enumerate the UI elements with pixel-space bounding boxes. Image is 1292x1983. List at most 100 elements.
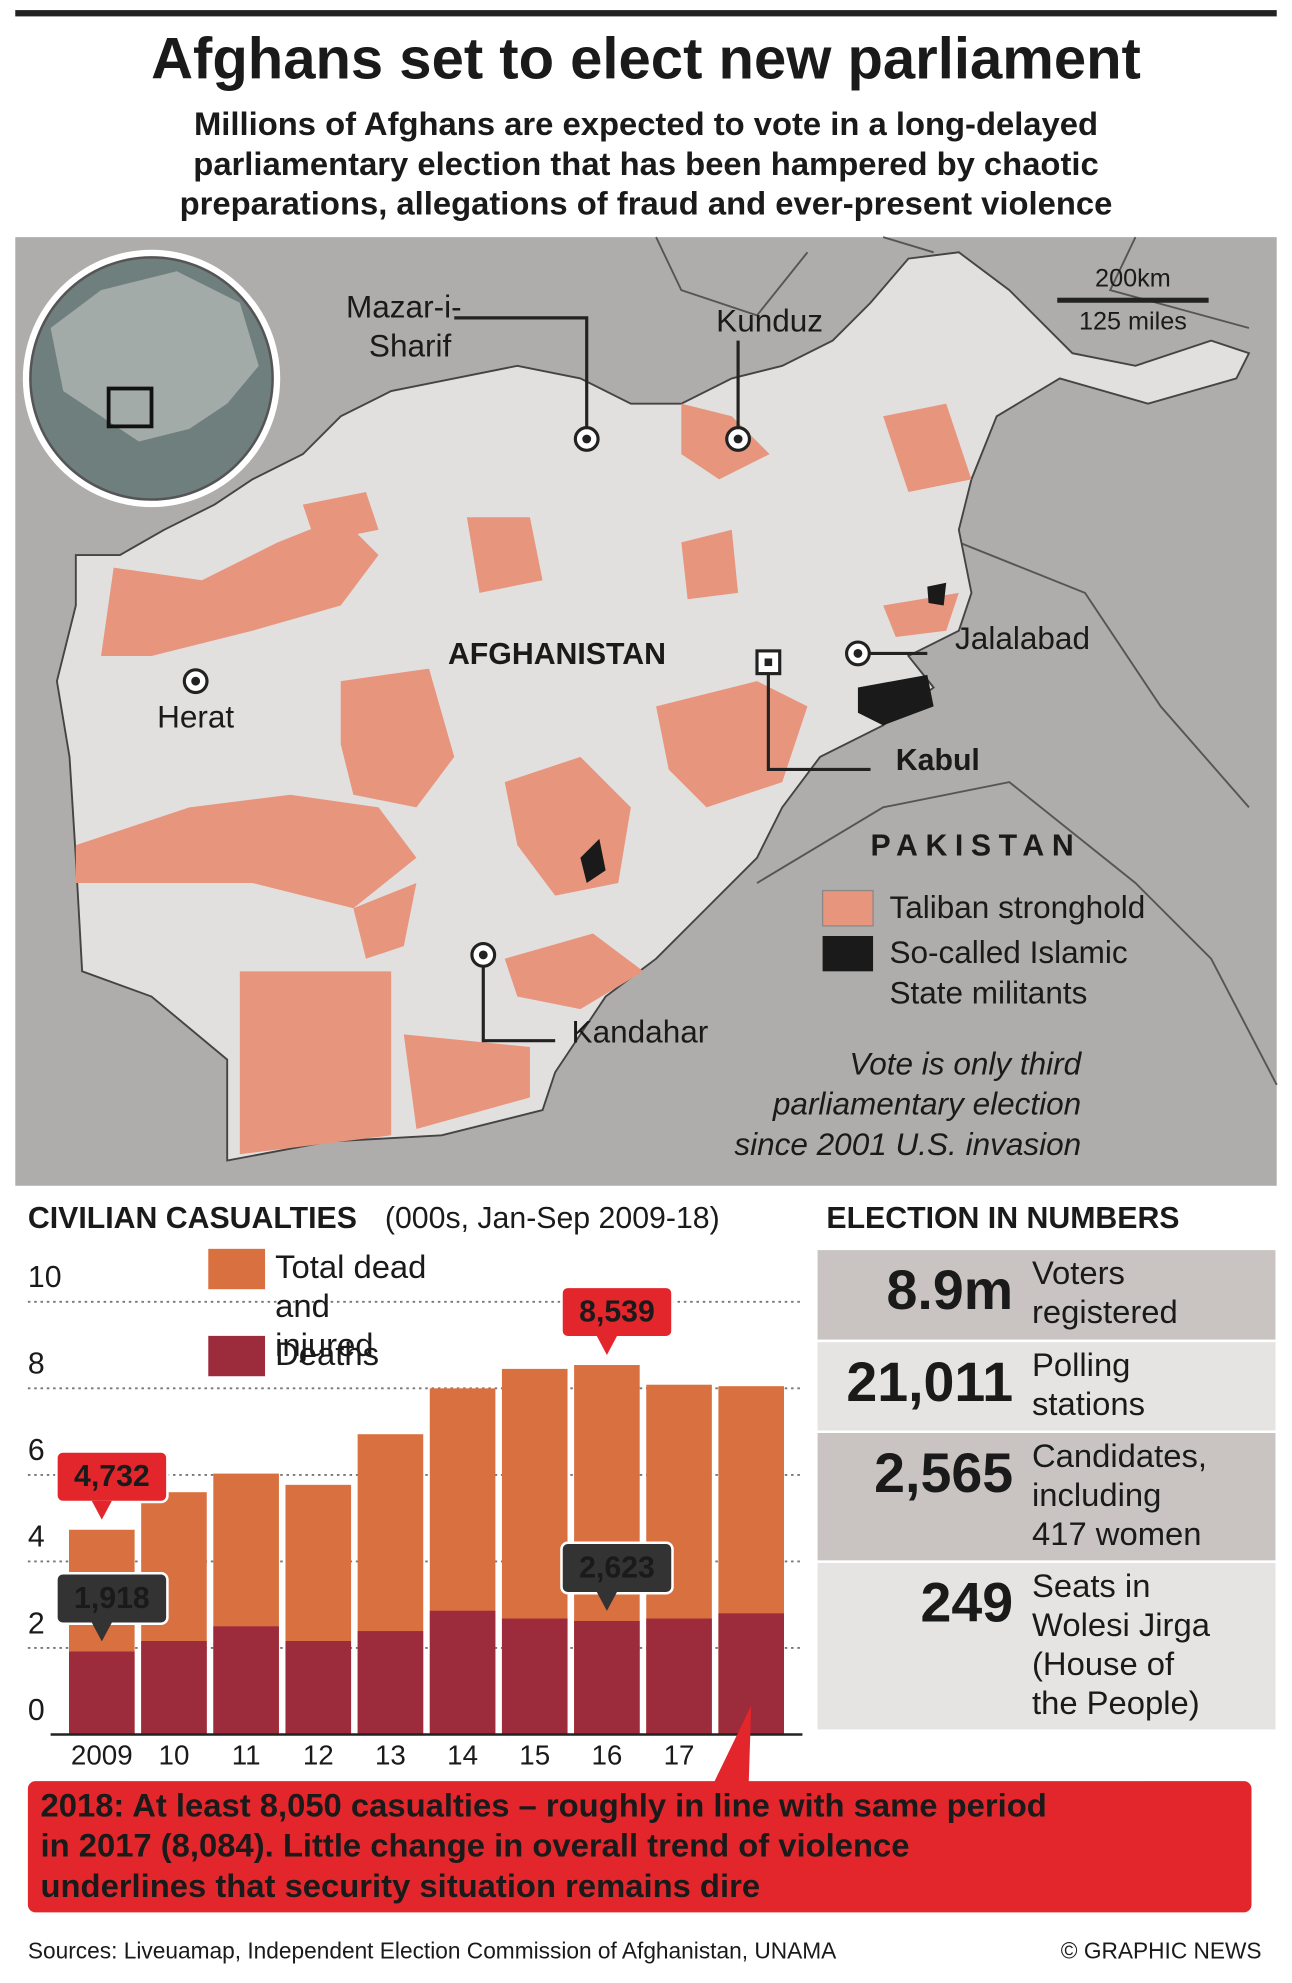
credit: © GRAPHIC NEWS: [1061, 1938, 1262, 1964]
bar: [285, 1641, 352, 1735]
x-tick-label: 16: [591, 1740, 622, 1771]
x-tick-label: 14: [447, 1740, 478, 1771]
callout-pointer: [91, 1500, 112, 1520]
election-label: stations: [1032, 1385, 1145, 1422]
scale-label: 200km: [1095, 265, 1171, 293]
election-label: 417 women: [1032, 1515, 1201, 1552]
callout-box: [55, 1572, 169, 1626]
bar: [69, 1651, 135, 1735]
x-tick-label: 11: [232, 1740, 261, 1771]
election-label: (House of: [1032, 1645, 1175, 1682]
x-tick-label: 15: [519, 1740, 550, 1771]
y-tick-label: 4: [28, 1521, 45, 1554]
is-areas: [580, 582, 947, 884]
city-label: Kunduz: [716, 302, 823, 338]
bar: [429, 1610, 496, 1735]
bar: [501, 1618, 568, 1735]
value-label: 2,623: [579, 1551, 655, 1584]
bar: [141, 1641, 207, 1735]
legend-label: Taliban stronghold: [889, 889, 1145, 925]
map-note: parliamentary election: [772, 1086, 1081, 1122]
election-label: Voters: [1032, 1254, 1125, 1291]
election-label: Polling: [1032, 1346, 1130, 1383]
election-number: 8.9m: [887, 1259, 1014, 1321]
election-label: including: [1032, 1476, 1161, 1513]
election-label: the People): [1032, 1684, 1200, 1721]
city-label: Sharif: [369, 327, 452, 363]
legend-label: Deaths: [275, 1335, 379, 1372]
election-label: registered: [1032, 1293, 1178, 1330]
country-label: AFGHANISTAN: [448, 638, 666, 671]
election-title: ELECTION IN NUMBERS: [826, 1202, 1179, 1235]
city-label: Herat: [157, 698, 234, 734]
legend-label: Total dead and injured: [275, 1248, 426, 1363]
scale-bar: [1057, 297, 1209, 303]
election-number: 2,565: [874, 1442, 1013, 1504]
callout-pointer: [596, 1336, 617, 1355]
y-tick-label: 6: [28, 1434, 45, 1467]
callout-box: [560, 1541, 674, 1595]
election-row: [815, 1430, 1278, 1563]
bar: [718, 1613, 785, 1735]
globe: [22, 249, 281, 508]
election-number: 249: [920, 1572, 1013, 1634]
annotation-pointer: [713, 1705, 752, 1784]
bar: [646, 1618, 712, 1735]
city-markers: [182, 426, 871, 968]
title: Afghans set to elect new parliament: [151, 26, 1141, 91]
legend-line: Deaths: [275, 1335, 379, 1372]
bar: [213, 1626, 279, 1735]
legend-swatch: [821, 889, 874, 927]
value-label: 4,732: [74, 1460, 150, 1493]
neighbour-label: PAKISTAN: [871, 830, 1082, 863]
scale-label: 125 miles: [1079, 308, 1187, 336]
map-note: since 2001 U.S. invasion: [734, 1126, 1081, 1162]
value-label: 8,539: [579, 1295, 655, 1328]
legend-label: So-called Islamic: [889, 934, 1127, 970]
callout-box: [55, 1450, 169, 1504]
election-row: [815, 1247, 1278, 1343]
annotation-text: underlines that security situation remai…: [41, 1867, 761, 1904]
annotation-text: in 2017 (8,084). Little change in overal…: [41, 1827, 910, 1864]
subtitle: Millions of Afghans are expected to vote…: [194, 105, 1098, 142]
legend-line: and: [275, 1287, 330, 1324]
election-label: Seats in: [1032, 1567, 1150, 1604]
annotation-box: [27, 1781, 1252, 1913]
election-number: 21,011: [846, 1351, 1013, 1413]
city-label: Jalalabad: [955, 620, 1090, 656]
map-note: Vote is only third: [849, 1045, 1082, 1081]
city-label: Kandahar: [572, 1014, 709, 1050]
legend-line: Total dead: [275, 1248, 426, 1285]
election-row: [815, 1339, 1278, 1434]
x-tick-label: 17: [664, 1740, 695, 1771]
callout-box: [560, 1285, 674, 1339]
bar: [574, 1621, 640, 1735]
legend-swatch: [208, 1335, 266, 1377]
top-rule: [15, 10, 1277, 17]
bar: [357, 1631, 424, 1735]
legend-label: State militants: [889, 975, 1087, 1011]
annotation-text: 2018: At least 8,050 casualties – roughl…: [41, 1786, 1047, 1823]
x-tick-label: 12: [303, 1740, 334, 1771]
city-label: Mazar-i-: [346, 288, 462, 324]
y-tick-label: 8: [28, 1348, 45, 1381]
x-tick-label: 13: [375, 1740, 406, 1771]
y-tick-label: 10: [28, 1261, 62, 1294]
callout-pointer: [91, 1622, 112, 1642]
map: 200km 125 miles Mazar-i- Sharif Kunduz H…: [15, 236, 1278, 1186]
election-label: Candidates,: [1032, 1437, 1207, 1474]
sources: Sources: Liveuamap, Independent Election…: [28, 1938, 837, 1964]
bar-chart: 0 2 4 6 8 10 2009 10 11 12 13 14 15 16 17 Total dead and…: [27, 1248, 1252, 1913]
y-tick-label: 2: [28, 1607, 45, 1640]
legend-swatch: [822, 935, 874, 972]
election-row: [815, 1560, 1278, 1732]
capital-label: Kabul: [896, 744, 980, 777]
y-tick-label: 0: [28, 1694, 45, 1727]
election-label: Wolesi Jirga: [1032, 1606, 1211, 1643]
x-tick-label: 2009: [71, 1740, 133, 1771]
legend-line: injured: [275, 1326, 373, 1363]
subtitle: preparations, allegations of fraud and e…: [180, 184, 1113, 221]
borders: [655, 236, 1278, 1086]
value-label: 1,918: [74, 1582, 150, 1615]
